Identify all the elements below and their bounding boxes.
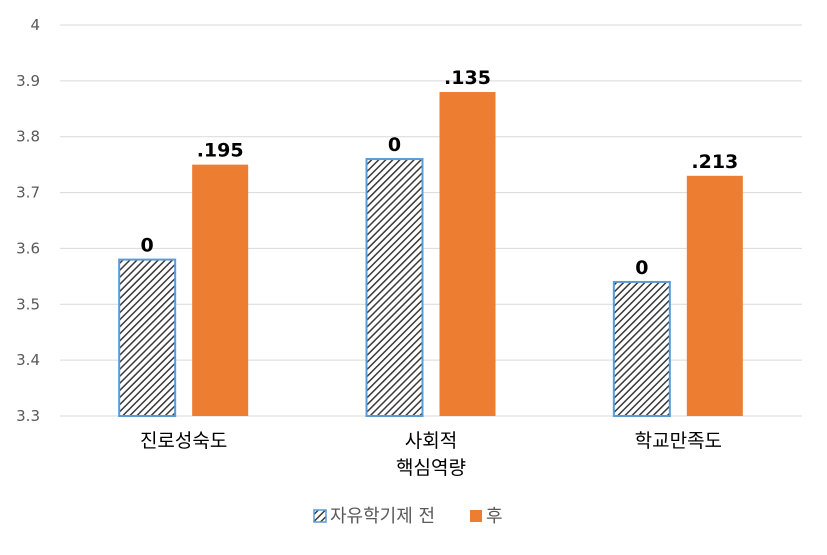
data-label: 0 <box>388 134 401 156</box>
bar-before <box>612 280 671 418</box>
legend-label: 후 <box>486 506 503 527</box>
category-label: 사회적 <box>405 430 457 452</box>
y-tick-label: 3.3 <box>16 407 40 425</box>
y-tick-label: 3.5 <box>16 295 40 313</box>
data-label: 0 <box>141 235 154 257</box>
gridlines <box>60 24 802 417</box>
category-label: 학교만족도 <box>635 430 722 452</box>
bar-before <box>365 158 424 418</box>
y-tick-label: 3.8 <box>16 128 40 146</box>
bar-after <box>439 92 496 417</box>
legend: 자유학기제 전 후 <box>313 506 503 527</box>
data-label: .135 <box>444 67 491 89</box>
bar-after <box>686 175 743 416</box>
legend-swatch-before <box>313 509 327 523</box>
y-tick-label: 3.6 <box>16 239 40 257</box>
bar-after <box>192 164 249 416</box>
legend-swatch-after <box>470 510 482 522</box>
y-tick-label: 3.7 <box>16 184 40 202</box>
data-labels: 0 .195 0 .135 0 .213 <box>141 67 739 279</box>
data-label: .213 <box>691 151 738 173</box>
category-label: 진로성숙도 <box>140 430 227 452</box>
y-tick-label: 4 <box>30 16 40 34</box>
data-label: 0 <box>635 257 648 279</box>
y-tick-label: 3.9 <box>16 72 40 90</box>
category-label: 핵심역량 <box>396 457 466 479</box>
y-axis-ticks: 3.3 3.4 3.5 3.6 3.7 3.8 3.9 4 <box>16 16 40 425</box>
legend-label: 자유학기제 전 <box>330 506 435 527</box>
bars <box>118 92 743 418</box>
data-label: .195 <box>197 140 244 162</box>
y-tick-label: 3.4 <box>16 351 40 369</box>
bar-before <box>118 258 177 417</box>
